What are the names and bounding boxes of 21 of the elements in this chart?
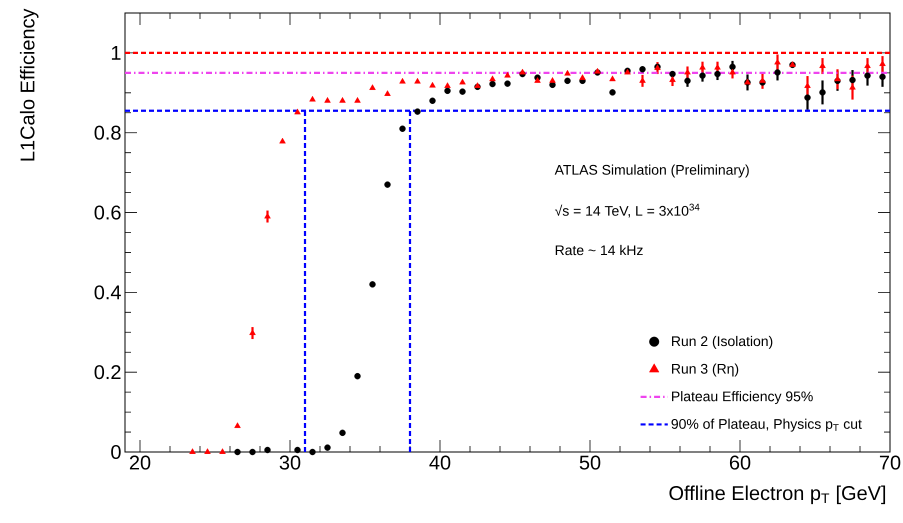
x-tick-label: 40 — [429, 456, 450, 470]
y-tick-label: 0.4 — [94, 285, 121, 300]
x-tick-label: 30 — [280, 456, 300, 470]
x-tick-label: 60 — [730, 456, 750, 470]
x-tick-label: 20 — [130, 456, 150, 470]
x-tick-label: 50 — [580, 456, 600, 470]
annotation: Rate ~ 14 kHz — [556, 244, 643, 256]
y-tick-label: 0.8 — [94, 126, 121, 140]
legend-label: 90% of Plateau, Physics p$_{T}$ cut — [672, 418, 862, 432]
x-axis-title: Offline Electron p$_{T}$ [GeV] — [669, 486, 886, 504]
legend-label: Run 2 (Isolation) — [672, 336, 772, 349]
y-axis-title: L1Calo Efficiency — [20, 8, 38, 160]
annotation: √s = 14 TeV, L = 3x10$^{34}$ — [554, 204, 700, 218]
y-tick-label: 1 — [112, 46, 121, 60]
y-tick-label: 0 — [111, 444, 121, 460]
y-tick-label: 0.2 — [94, 365, 120, 380]
legend-label: Plateau Efficiency 95% — [672, 391, 813, 404]
y-tick-label: 0.6 — [94, 205, 121, 220]
x-tick-label: 70 — [880, 456, 900, 470]
annotation: ATLAS Simulation (Preliminary) — [554, 164, 749, 178]
legend-label: Run 3 (Rη) — [672, 363, 738, 376]
